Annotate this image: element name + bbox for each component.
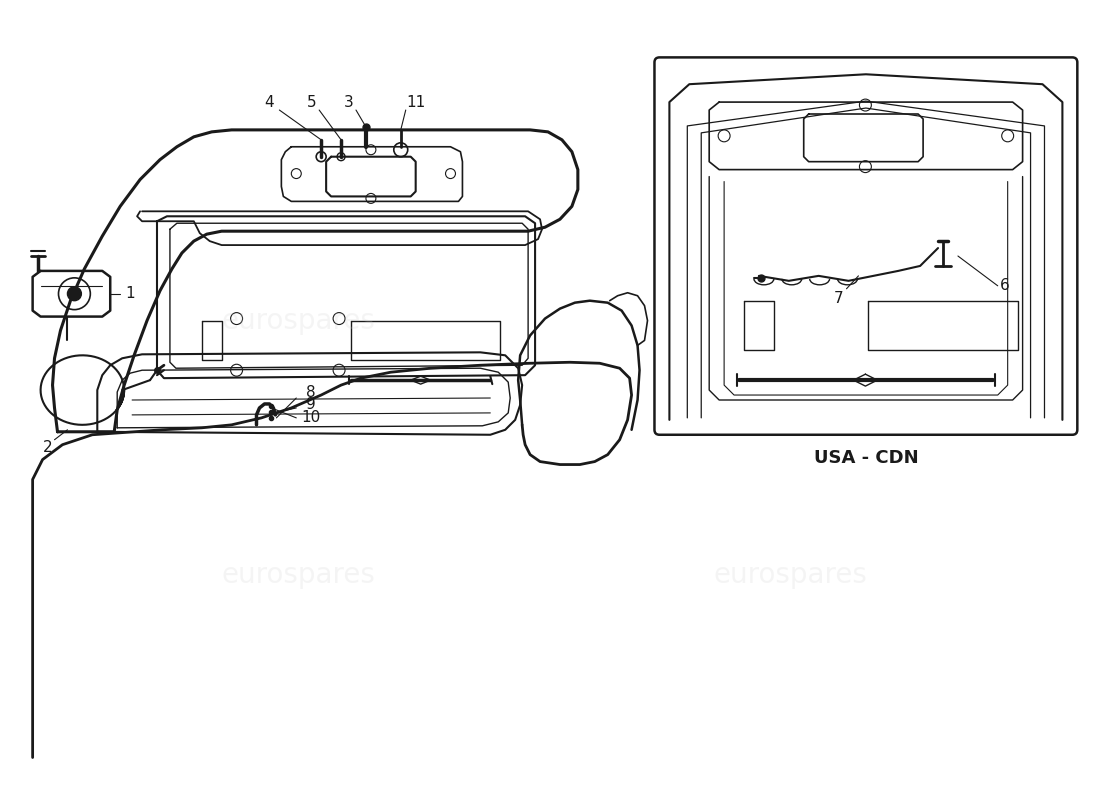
Text: 6: 6 (1000, 278, 1010, 294)
Text: 1: 1 (125, 286, 135, 302)
FancyBboxPatch shape (654, 58, 1077, 434)
Text: 8: 8 (307, 385, 316, 399)
Text: 4: 4 (265, 94, 274, 110)
Text: 7: 7 (834, 291, 844, 306)
Text: 3: 3 (344, 94, 354, 110)
Text: eurospares: eurospares (714, 306, 868, 334)
Text: 2: 2 (43, 440, 53, 455)
Text: USA - CDN: USA - CDN (814, 449, 918, 466)
Text: 11: 11 (406, 94, 426, 110)
Text: eurospares: eurospares (221, 306, 375, 334)
Circle shape (67, 286, 81, 301)
Text: 5: 5 (307, 94, 316, 110)
Text: 10: 10 (301, 410, 321, 426)
Text: eurospares: eurospares (221, 561, 375, 589)
Text: 9: 9 (306, 398, 316, 413)
Text: eurospares: eurospares (714, 561, 868, 589)
